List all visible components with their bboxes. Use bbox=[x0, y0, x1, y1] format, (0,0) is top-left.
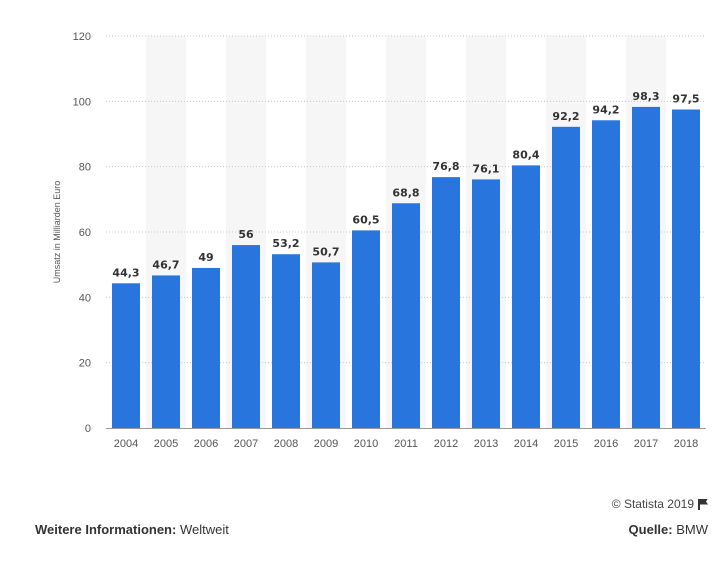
data-labels: 44,3 46,7 49 56 53,2 50,7 60,5 68,8 76,8 76,1 80,4… bbox=[112, 90, 699, 279]
credit-text[interactable]: © Statista 2019 bbox=[611, 497, 694, 511]
x-tick-2009: 2009 bbox=[314, 438, 338, 450]
x-tick-2015: 2015 bbox=[554, 438, 578, 450]
info-value: Weltweit bbox=[176, 522, 229, 537]
flag-icon[interactable] bbox=[698, 498, 708, 510]
bar-2008 bbox=[272, 254, 300, 428]
x-axis-ticks: 2004 2005 2006 2007 2008 2009 2010 2011 2012 2013… bbox=[114, 438, 698, 450]
data-label-2010: 60,5 bbox=[352, 213, 379, 226]
data-label-2005: 46,7 bbox=[152, 258, 179, 271]
y-tick-20: 20 bbox=[79, 358, 91, 370]
data-label-2016: 94,2 bbox=[592, 103, 619, 116]
data-label-2012: 76,8 bbox=[432, 160, 459, 173]
bar-2004 bbox=[112, 283, 140, 428]
data-label-2008: 53,2 bbox=[272, 237, 299, 250]
x-tick-2008: 2008 bbox=[274, 438, 298, 450]
bar-2006 bbox=[192, 267, 220, 428]
bar-2013 bbox=[472, 179, 500, 428]
source: Quelle: BMW bbox=[629, 522, 708, 537]
x-tick-2018: 2018 bbox=[674, 438, 698, 450]
source-value: BMW bbox=[672, 522, 708, 537]
bar-2009 bbox=[312, 262, 340, 428]
x-tick-2017: 2017 bbox=[634, 438, 658, 450]
bar-2011 bbox=[392, 203, 420, 428]
x-tick-2016: 2016 bbox=[594, 438, 618, 450]
source-label: Quelle: bbox=[628, 522, 673, 537]
x-tick-2012: 2012 bbox=[434, 438, 458, 450]
bar-2017 bbox=[632, 106, 660, 429]
bar-2012 bbox=[432, 177, 460, 428]
x-tick-2014: 2014 bbox=[514, 438, 538, 450]
data-label-2018: 97,5 bbox=[672, 93, 699, 106]
bar-2014 bbox=[512, 165, 540, 429]
bar-2010 bbox=[352, 230, 380, 428]
bars bbox=[112, 106, 700, 429]
x-tick-2011: 2011 bbox=[394, 438, 418, 450]
y-tick-0: 0 bbox=[85, 423, 91, 435]
x-tick-2013: 2013 bbox=[474, 438, 498, 450]
bar-2007 bbox=[232, 245, 260, 428]
data-label-2013: 76,1 bbox=[472, 162, 499, 175]
y-tick-80: 80 bbox=[79, 162, 91, 174]
data-label-2004: 44,3 bbox=[112, 266, 139, 279]
x-tick-2007: 2007 bbox=[234, 438, 258, 450]
x-tick-2006: 2006 bbox=[194, 438, 218, 450]
bar-2005 bbox=[152, 275, 180, 428]
data-label-2006: 49 bbox=[198, 251, 213, 264]
bar-2015 bbox=[552, 126, 580, 429]
bar-2016 bbox=[592, 120, 620, 428]
x-tick-2005: 2005 bbox=[154, 438, 178, 450]
y-axis-label: Umsatz in Milliarden Euro bbox=[52, 181, 62, 284]
data-label-2015: 92,2 bbox=[552, 110, 579, 123]
y-tick-60: 60 bbox=[79, 227, 91, 239]
y-tick-100: 100 bbox=[73, 96, 91, 108]
data-label-2014: 80,4 bbox=[512, 148, 539, 161]
bar-2018 bbox=[672, 109, 700, 428]
statista-credit[interactable]: © Statista 2019 bbox=[612, 497, 708, 511]
data-label-2009: 50,7 bbox=[312, 245, 339, 258]
bar-chart: 0 20 40 60 80 100 120 Umsatz in Milliarden Eur… bbox=[52, 31, 706, 450]
y-axis-ticks: 0 20 40 60 80 100 120 bbox=[73, 31, 91, 435]
x-tick-2004: 2004 bbox=[114, 438, 138, 450]
y-tick-40: 40 bbox=[79, 292, 91, 304]
more-information: Weitere Informationen: Weltweit bbox=[35, 522, 229, 537]
data-label-2017: 98,3 bbox=[632, 90, 659, 103]
y-tick-120: 120 bbox=[73, 31, 91, 43]
data-label-2011: 68,8 bbox=[392, 186, 419, 199]
data-label-2007: 56 bbox=[238, 228, 254, 241]
x-tick-2010: 2010 bbox=[354, 438, 378, 450]
info-label: Weitere Informationen: bbox=[35, 522, 177, 537]
